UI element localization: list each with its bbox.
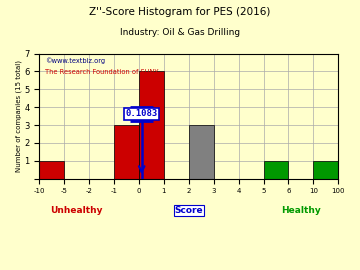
Bar: [189, 125, 214, 179]
Bar: [264, 161, 288, 179]
Bar: [139, 72, 164, 179]
Text: ©www.textbiz.org: ©www.textbiz.org: [45, 57, 105, 64]
Text: 0.1083: 0.1083: [126, 110, 158, 119]
Y-axis label: Number of companies (15 total): Number of companies (15 total): [15, 60, 22, 172]
Text: The Research Foundation of SUNY: The Research Foundation of SUNY: [45, 69, 159, 75]
Text: Score: Score: [175, 206, 203, 215]
Text: Healthy: Healthy: [281, 206, 321, 215]
Bar: [313, 161, 338, 179]
Text: Z''-Score Histogram for PES (2016): Z''-Score Histogram for PES (2016): [89, 7, 271, 17]
Text: Unhealthy: Unhealthy: [50, 206, 103, 215]
Bar: [114, 125, 139, 179]
Bar: [39, 161, 64, 179]
Text: Industry: Oil & Gas Drilling: Industry: Oil & Gas Drilling: [120, 28, 240, 37]
